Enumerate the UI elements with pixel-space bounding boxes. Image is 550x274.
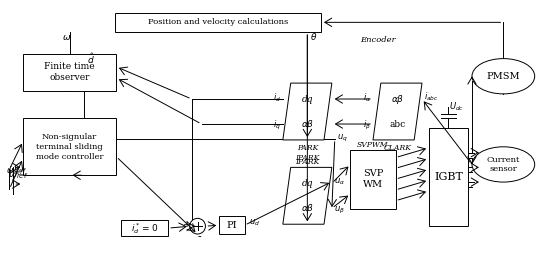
Text: PMSM: PMSM (487, 72, 520, 81)
Text: $i_{abc}$: $i_{abc}$ (424, 91, 439, 103)
Text: $i_d$: $i_d$ (273, 92, 281, 104)
Text: $\alpha\beta$: $\alpha\beta$ (301, 202, 314, 215)
Text: SVPWM: SVPWM (358, 141, 389, 149)
Text: $\omega_{ref}$: $\omega_{ref}$ (8, 169, 29, 181)
Circle shape (190, 218, 205, 234)
Text: dq: dq (301, 179, 313, 188)
Text: $i_{\alpha}$: $i_{\alpha}$ (363, 92, 371, 104)
Text: $\alpha\beta$: $\alpha\beta$ (391, 93, 404, 105)
Text: SVP
WM: SVP WM (363, 169, 383, 189)
Text: $u_{\beta}$: $u_{\beta}$ (334, 205, 345, 216)
Text: IPARK: IPARK (295, 155, 320, 162)
Text: dq: dq (301, 95, 313, 104)
Text: $\alpha\beta$: $\alpha\beta$ (301, 118, 314, 130)
Text: CLARK: CLARK (383, 144, 411, 152)
Text: +: + (183, 220, 191, 229)
Text: $i_{\beta}$: $i_{\beta}$ (363, 118, 371, 132)
Text: Non-signular
terminal sliding
mode controller: Non-signular terminal sliding mode contr… (36, 133, 103, 161)
Text: $\omega$: $\omega$ (62, 33, 72, 42)
Text: $u_{\alpha}$: $u_{\alpha}$ (334, 176, 345, 187)
Text: $\omega_{ref}$: $\omega_{ref}$ (7, 166, 24, 176)
Bar (121, 220, 168, 236)
Bar (23, 54, 116, 91)
Bar (116, 13, 321, 32)
Text: $\theta$: $\theta$ (310, 31, 317, 42)
Text: $u_d$: $u_d$ (249, 217, 260, 227)
Bar (219, 216, 245, 234)
Bar (350, 150, 395, 209)
Text: Encoder: Encoder (360, 36, 395, 44)
Bar (429, 128, 468, 226)
Text: -: - (197, 232, 201, 242)
Bar (23, 118, 116, 175)
Text: $U_{dc}$: $U_{dc}$ (449, 100, 464, 113)
Text: PARK: PARK (296, 144, 318, 152)
Polygon shape (373, 83, 422, 140)
Text: IGBT: IGBT (434, 172, 463, 182)
Polygon shape (283, 83, 332, 140)
Text: Current
sensor: Current sensor (487, 156, 520, 173)
Text: $i_q$: $i_q$ (273, 118, 281, 132)
Text: $i_d^*=0$: $i_d^*=0$ (131, 221, 158, 236)
Ellipse shape (472, 59, 535, 94)
Text: Position and velocity calculations: Position and velocity calculations (148, 18, 288, 26)
Text: abc: abc (389, 119, 406, 129)
Text: Finite time
observer: Finite time observer (45, 62, 95, 82)
Text: PI: PI (227, 221, 237, 230)
Text: $\omega_{ref}$: $\omega_{ref}$ (8, 164, 28, 175)
Polygon shape (283, 167, 332, 224)
Text: $\hat{d}$: $\hat{d}$ (87, 51, 95, 66)
Text: $u_q$: $u_q$ (337, 132, 348, 144)
Text: IPARK: IPARK (295, 158, 320, 167)
Ellipse shape (472, 147, 535, 182)
